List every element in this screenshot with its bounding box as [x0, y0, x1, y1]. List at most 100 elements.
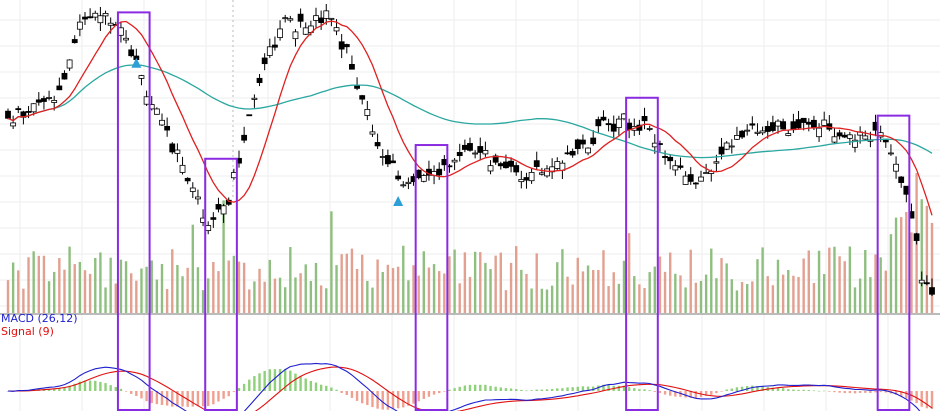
- volume-bar: [843, 261, 846, 313]
- macd-histogram-bar: [443, 391, 446, 392]
- highlight-box: [625, 96, 659, 411]
- macd-histogram-bar: [479, 384, 482, 391]
- volume-bar: [535, 253, 538, 313]
- volume-bar: [797, 276, 800, 313]
- highlight-box: [414, 144, 449, 411]
- volume-bar: [443, 273, 446, 313]
- macd-histogram-bar: [823, 390, 826, 392]
- volume-bar: [889, 234, 893, 313]
- volume-bar: [58, 258, 61, 313]
- candle-body: [595, 119, 602, 127]
- volume-bar: [694, 282, 698, 313]
- volume-bar: [648, 272, 651, 313]
- highlight-box: [876, 114, 911, 411]
- candle-body: [580, 139, 586, 145]
- volume-bar: [114, 283, 117, 313]
- candle-body: [30, 103, 37, 113]
- macd-histogram-bar: [73, 383, 76, 391]
- macd-histogram-bar: [648, 390, 651, 391]
- macd-histogram-bar: [319, 384, 323, 391]
- macd-histogram-bar: [653, 391, 656, 392]
- macd-histogram-bar: [237, 387, 241, 391]
- volume-bar: [135, 280, 138, 313]
- macd-histogram-bar: [864, 391, 867, 393]
- candle-body: [677, 165, 684, 168]
- volume-bar: [684, 287, 687, 313]
- candle-body: [51, 99, 58, 103]
- macd-histogram-bar: [453, 388, 456, 391]
- macd-histogram-bar: [900, 391, 903, 397]
- macd-histogram-bar: [817, 390, 821, 392]
- volume-bar: [371, 287, 374, 313]
- volume-bar: [787, 269, 790, 313]
- macd-histogram-bar: [119, 388, 123, 391]
- candle-body: [364, 109, 371, 116]
- candle-body: [472, 152, 479, 155]
- volume-bar: [900, 217, 903, 313]
- volume-bar: [699, 280, 703, 313]
- candle-body: [687, 174, 694, 182]
- volume-bar: [438, 271, 441, 313]
- candle-body: [10, 122, 17, 127]
- macd-histogram-bar: [607, 384, 610, 391]
- volume-bar: [838, 256, 841, 313]
- candle-body: [672, 165, 679, 171]
- volume-bar: [499, 252, 502, 313]
- macd-histogram-bar: [509, 388, 513, 391]
- highlight-box: [116, 11, 151, 411]
- macd-histogram-bar: [597, 385, 600, 391]
- volume-bar: [366, 280, 369, 313]
- volume-bar: [427, 267, 431, 313]
- macd-histogram-bar: [248, 379, 251, 391]
- volume-bar: [458, 283, 461, 313]
- macd-histogram-bar: [627, 387, 631, 391]
- volume-bar: [68, 246, 71, 313]
- volume-bar: [309, 280, 313, 313]
- macd-histogram-bar: [284, 369, 287, 391]
- macd-histogram-bar: [797, 389, 800, 391]
- macd-histogram-bar: [217, 391, 220, 402]
- volume-bar: [186, 267, 189, 313]
- volume-bar: [350, 248, 354, 313]
- volume-bar: [150, 260, 153, 313]
- candle-body: [713, 161, 720, 164]
- volume-bar: [355, 269, 359, 313]
- macd-histogram-bar: [858, 391, 862, 393]
- macd-histogram-bar: [684, 391, 687, 398]
- volume-bar: [78, 261, 82, 313]
- candle-body: [195, 196, 201, 200]
- volume-bar: [710, 248, 713, 313]
- volume-bar: [237, 261, 241, 313]
- macd-histogram-bar: [366, 391, 369, 406]
- macd-histogram-bar: [114, 387, 117, 391]
- macd-histogram-bar: [920, 391, 923, 407]
- candle-body: [513, 165, 520, 173]
- signal-series-label: Signal (9): [1, 325, 54, 338]
- candle-body: [477, 146, 484, 153]
- macd-histogram-bar: [925, 391, 929, 409]
- volume-bar: [207, 278, 210, 313]
- volume-bar: [314, 262, 318, 313]
- macd-histogram-bar: [843, 391, 846, 394]
- volume-bar: [833, 246, 836, 313]
- candle-body: [692, 182, 699, 185]
- macd-histogram-bar: [586, 386, 590, 391]
- candle-body: [723, 142, 730, 150]
- macd-histogram-bar: [99, 381, 102, 391]
- volume-bar: [407, 280, 410, 313]
- macd-histogram-bar: [350, 391, 354, 398]
- macd-histogram-bar: [848, 391, 852, 394]
- macd-histogram-bar: [694, 391, 698, 398]
- candle-body: [523, 177, 530, 181]
- macd-histogram-bar: [78, 381, 82, 391]
- volume-bar: [160, 264, 164, 313]
- candle-body: [220, 205, 227, 215]
- candle-body: [739, 130, 745, 138]
- macd-histogram-bar: [602, 384, 605, 391]
- macd-histogram-bar: [386, 391, 390, 410]
- volume-bar: [402, 245, 405, 313]
- volume-bar: [479, 252, 482, 313]
- volume-bar: [576, 257, 579, 313]
- candle-body: [662, 155, 668, 159]
- volume-bar: [571, 284, 574, 313]
